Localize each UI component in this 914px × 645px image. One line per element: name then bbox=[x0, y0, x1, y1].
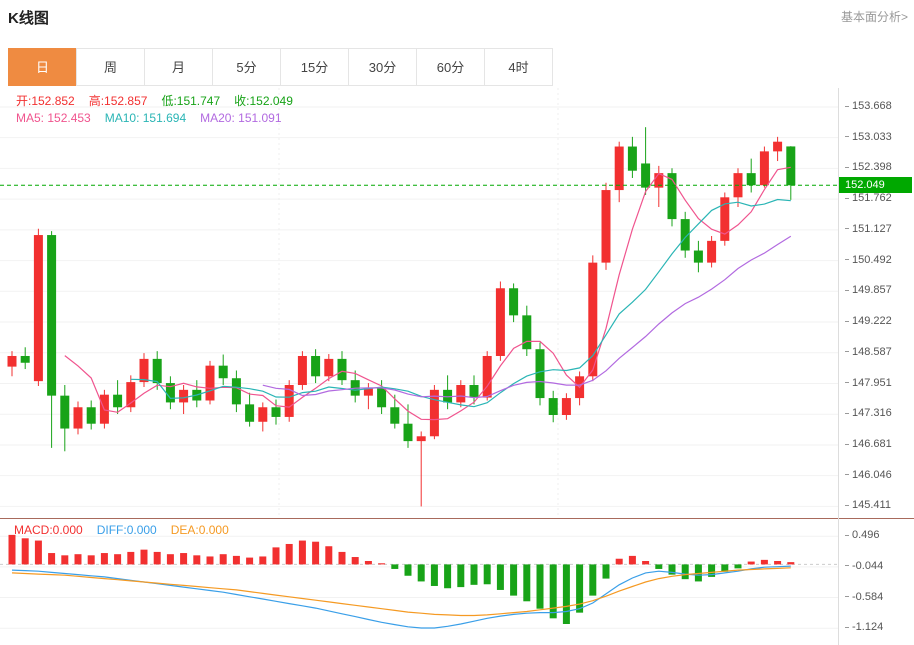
price-axis-label: 149.222 bbox=[845, 315, 892, 327]
tab-month[interactable]: 月 bbox=[144, 48, 213, 86]
price-axis-label: 153.668 bbox=[845, 100, 892, 112]
tab-5min[interactable]: 5分 bbox=[212, 48, 281, 86]
price-axis-label: 146.681 bbox=[845, 438, 892, 450]
current-price-badge: 152.049 bbox=[839, 177, 912, 194]
price-axis-label: 150.492 bbox=[845, 254, 892, 266]
panel-divider bbox=[0, 518, 914, 519]
tab-15min[interactable]: 15分 bbox=[280, 48, 349, 86]
price-axis-label: 148.587 bbox=[845, 346, 892, 358]
price-axis-label: -1.124 bbox=[845, 621, 883, 633]
price-axis-label: 146.046 bbox=[845, 469, 892, 481]
price-axis-label: 0.496 bbox=[845, 529, 880, 541]
fundamental-analysis-link[interactable]: 基本面分析> bbox=[840, 10, 908, 24]
price-axis-label: 153.033 bbox=[845, 131, 892, 143]
tab-day[interactable]: 日 bbox=[8, 48, 77, 86]
tab-bar: 日周月 5分 15分 30分 60分 4时 bbox=[8, 48, 553, 86]
page-title: K线图 bbox=[8, 10, 49, 27]
price-axis-label: 152.398 bbox=[845, 161, 892, 173]
price-axis-line bbox=[838, 88, 839, 645]
price-axis-label: 151.127 bbox=[845, 223, 892, 235]
tab-4hour[interactable]: 4时 bbox=[484, 48, 553, 86]
price-axis-label: 151.762 bbox=[845, 192, 892, 204]
price-axis-label: 147.316 bbox=[845, 407, 892, 419]
price-axis-label: 147.951 bbox=[845, 377, 892, 389]
candlestick-chart[interactable] bbox=[0, 88, 838, 519]
tab-week[interactable]: 周 bbox=[76, 48, 145, 86]
tab-30min[interactable]: 30分 bbox=[348, 48, 417, 86]
price-axis-label: 145.411 bbox=[845, 499, 891, 511]
tab-60min[interactable]: 60分 bbox=[416, 48, 485, 86]
price-axis-label: 149.857 bbox=[845, 284, 892, 296]
macd-chart[interactable] bbox=[0, 519, 838, 645]
price-axis-label: -0.044 bbox=[845, 560, 883, 572]
price-axis-label: -0.584 bbox=[845, 591, 883, 603]
